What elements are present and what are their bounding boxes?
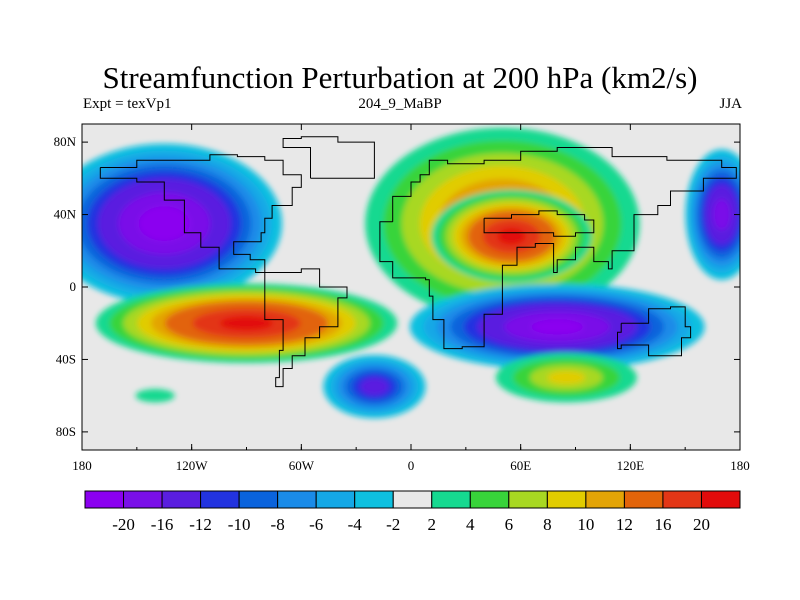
contour-core [716, 205, 727, 224]
colorbar-label: -12 [189, 515, 212, 534]
run-label: 204_9_MaBP [358, 96, 442, 112]
season-label: JJA [719, 96, 742, 112]
x-tick-label: 180 [72, 458, 92, 473]
colorbar-swatch [662, 490, 702, 509]
x-tick-label: 60E [510, 458, 531, 473]
colorbar-swatch [546, 490, 587, 509]
y-tick-label: 80S [56, 424, 76, 439]
colorbar-swatch [315, 490, 356, 509]
x-tick-label: 180 [730, 458, 750, 473]
colorbar-label: -2 [386, 515, 400, 534]
y-tick-label: 80N [54, 134, 77, 149]
colorbar-label: -8 [271, 515, 285, 534]
colorbar-label: 6 [505, 515, 514, 534]
colorbar-swatch [431, 490, 471, 509]
colorbar-label: -4 [348, 515, 363, 534]
colorbar-label: -20 [112, 515, 135, 534]
colorbar-label: 10 [577, 515, 594, 534]
colorbar-label: 4 [466, 515, 475, 534]
colorbar-swatch [623, 490, 664, 509]
colorbar-swatch [469, 490, 510, 509]
contour-core [537, 321, 577, 333]
colorbar-swatch [585, 490, 625, 509]
colorbar-swatch [84, 490, 125, 509]
anomaly-7 [495, 352, 637, 403]
coastline-south-america [264, 268, 348, 388]
colorbar-swatch [277, 490, 317, 509]
colorbar-label: -6 [309, 515, 323, 534]
coastline-greenland [282, 136, 375, 179]
colorbar-label: -10 [228, 515, 251, 534]
y-tick-label: 0 [70, 279, 77, 294]
experiment-label: Expt = texVp1 [83, 96, 172, 112]
anomaly-5 [409, 283, 705, 370]
anomaly-8 [135, 388, 175, 403]
anomaly-0 [82, 143, 282, 304]
y-tick-label: 40N [54, 207, 77, 222]
colorbar-label: 8 [543, 515, 552, 534]
colorbar-swatch [123, 490, 163, 509]
anomaly-4 [95, 283, 398, 364]
colorbar-swatch [700, 490, 741, 509]
coastline-australia [617, 306, 692, 357]
x-tick-label: 120W [176, 458, 209, 473]
colorbar-swatch [200, 490, 240, 509]
colorbar-label: -16 [151, 515, 174, 534]
x-tick-label: 0 [408, 458, 415, 473]
anomaly-6 [323, 354, 426, 419]
contour-core [226, 318, 267, 329]
contour-core [367, 382, 382, 391]
anomaly-1 [685, 149, 740, 280]
x-tick-label: 120E [617, 458, 645, 473]
colorbar-label: 12 [616, 515, 633, 534]
colorbar-swatch [508, 490, 548, 509]
colorbar-swatch [392, 490, 433, 509]
colorbar-swatch [354, 490, 394, 509]
contour-core [148, 213, 180, 235]
coastline-africa-eurasia [379, 147, 737, 350]
colorbar-swatch [161, 490, 202, 509]
chart-title: Streamfunction Perturbation at 200 hPa (… [102, 60, 698, 95]
x-tick-label: 60W [289, 458, 315, 473]
colorbar-label: 2 [428, 515, 437, 534]
coastline-north-america [99, 154, 302, 273]
contour-core [555, 373, 577, 382]
colorbar-swatch [238, 490, 279, 509]
colorbar-label: 16 [654, 515, 671, 534]
contour-core [500, 230, 523, 243]
anomaly-3 [431, 189, 592, 283]
colorbar-label: 20 [693, 515, 710, 534]
y-tick-label: 40S [56, 351, 76, 366]
coastline-tibet-outline [483, 210, 595, 237]
contour-core [149, 393, 161, 398]
